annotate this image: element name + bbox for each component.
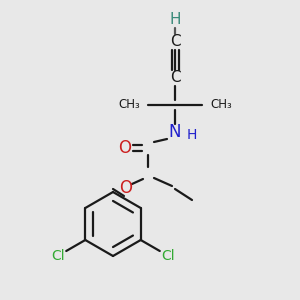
- Text: H: H: [187, 128, 197, 142]
- Text: CH₃: CH₃: [118, 98, 140, 112]
- Text: C: C: [170, 34, 180, 50]
- Text: Cl: Cl: [162, 249, 175, 263]
- Text: CH₃: CH₃: [210, 98, 232, 112]
- Text: O: O: [118, 139, 131, 157]
- Text: N: N: [169, 123, 181, 141]
- Text: C: C: [170, 70, 180, 86]
- Text: Cl: Cl: [51, 249, 64, 263]
- Text: O: O: [119, 179, 133, 197]
- Text: H: H: [169, 13, 181, 28]
